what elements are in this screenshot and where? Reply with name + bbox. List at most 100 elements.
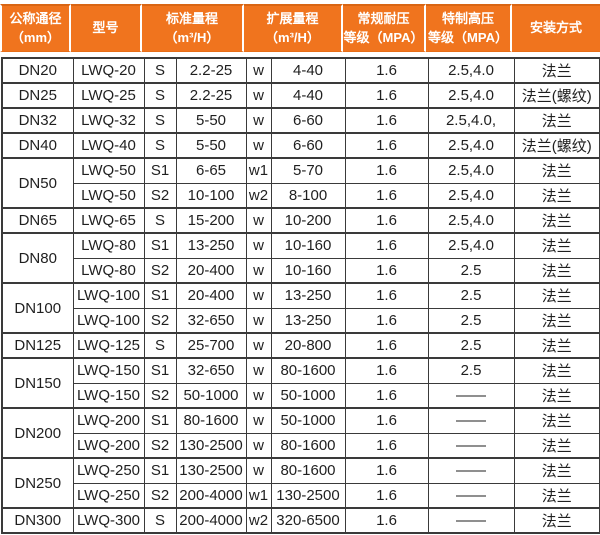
- dn-cell: DN25: [1, 82, 74, 109]
- standard-class-cell: S1: [143, 282, 177, 309]
- standard-range-cell: 50-1000: [175, 382, 247, 409]
- dn-cell: DN65: [1, 207, 74, 234]
- normal-pressure-cell: 1.6: [344, 182, 429, 209]
- spec-table-body: DN20 LWQ-20 S 2.2-25 w 4-40 1.6 2.5,4.0 法兰 DN25 LW…: [1, 57, 600, 534]
- model-cell: LWQ-150: [72, 382, 145, 409]
- extended-class-cell: w: [245, 107, 272, 134]
- extended-class-cell: w: [245, 382, 272, 409]
- table-row: DN65 LWQ-65 S 15-200 w 10-200 1.6 2.5,4.0 法兰: [1, 207, 600, 234]
- standard-range-cell: 130-2500: [175, 457, 247, 484]
- install-cell: 法兰: [513, 507, 600, 534]
- model-cell: LWQ-50: [72, 157, 145, 184]
- standard-range-cell: 2.2-25: [175, 82, 247, 109]
- install-cell: 法兰: [513, 182, 600, 209]
- header-nominal-diameter: 公称通径 （mm）: [0, 4, 71, 52]
- install-cell: 法兰(螺纹): [513, 82, 600, 109]
- dn-cell: DN40: [1, 132, 74, 159]
- standard-class-cell: S1: [143, 357, 177, 384]
- extended-range-cell: 6-60: [270, 132, 346, 159]
- extended-range-cell: 13-250: [270, 282, 346, 309]
- model-cell: LWQ-80: [72, 257, 145, 284]
- extended-class-cell: w: [245, 432, 272, 459]
- standard-range-cell: 5-50: [175, 107, 247, 134]
- dn-cell: DN300: [1, 507, 74, 534]
- standard-class-cell: S1: [143, 457, 177, 484]
- extended-class-cell: w: [245, 232, 272, 259]
- extended-range-cell: 10-160: [270, 257, 346, 284]
- standard-range-cell: 200-4000: [175, 482, 247, 509]
- standard-range-cell: 10-100: [175, 182, 247, 209]
- normal-pressure-cell: 1.6: [344, 107, 429, 134]
- extended-class-cell: w: [245, 357, 272, 384]
- header-model: 型号: [71, 4, 142, 52]
- standard-range-cell: 6-65: [175, 157, 247, 184]
- special-pressure-cell: 2.5,4.0: [427, 157, 515, 184]
- table-row: DN32 LWQ-32 S 5-50 w 6-60 1.6 2.5,4.0, 法兰: [1, 107, 600, 134]
- install-cell: 法兰: [513, 257, 600, 284]
- extended-range-cell: 8-100: [270, 182, 346, 209]
- special-pressure-cell: 2.5,4.0: [427, 132, 515, 159]
- extended-range-cell: 80-1600: [270, 457, 346, 484]
- standard-range-cell: 20-400: [175, 257, 247, 284]
- extended-class-cell: w2: [245, 182, 272, 209]
- dn-cell: DN20: [1, 57, 74, 84]
- install-cell: 法兰: [513, 332, 600, 359]
- dn-cell: DN125: [1, 332, 74, 359]
- normal-pressure-cell: 1.6: [344, 407, 429, 434]
- table-row: DN100 LWQ-100 S1 20-400 w 13-250 1.6 2.5 法兰: [1, 282, 600, 334]
- special-pressure-cell: 2.5,4.0: [427, 57, 515, 84]
- special-pressure-cell: 2.5: [427, 257, 515, 284]
- normal-pressure-cell: 1.6: [344, 82, 429, 109]
- special-pressure-cell: 2.5,4.0: [427, 82, 515, 109]
- install-cell: 法兰: [513, 207, 600, 234]
- special-pressure-cell: 2.5,4.0: [427, 232, 515, 259]
- table-row: DN20 LWQ-20 S 2.2-25 w 4-40 1.6 2.5,4.0 法兰: [1, 57, 600, 84]
- table-row: DN80 LWQ-80 S1 13-250 w 10-160 1.6 2.5,4.0 法兰: [1, 232, 600, 284]
- normal-pressure-cell: 1.6: [344, 282, 429, 309]
- standard-class-cell: S1: [143, 232, 177, 259]
- extended-class-cell: w2: [245, 507, 272, 534]
- model-cell: LWQ-25: [72, 82, 145, 109]
- extended-class-cell: w: [245, 257, 272, 284]
- extended-class-cell: w1: [245, 157, 272, 184]
- special-pressure-cell: 2.5: [427, 357, 515, 384]
- standard-class-cell: S: [143, 207, 177, 234]
- standard-class-cell: S: [143, 107, 177, 134]
- extended-class-cell: w: [245, 282, 272, 309]
- standard-range-cell: 13-250: [175, 232, 247, 259]
- extended-class-cell: w: [245, 82, 272, 109]
- extended-class-cell: w: [245, 332, 272, 359]
- dn-cell: DN250: [1, 457, 74, 509]
- model-cell: LWQ-200: [72, 432, 145, 459]
- install-cell: 法兰: [513, 382, 600, 409]
- standard-range-cell: 130-2500: [175, 432, 247, 459]
- header-installation: 安装方式: [512, 4, 600, 52]
- extended-range-cell: 130-2500: [270, 482, 346, 509]
- install-cell: 法兰: [513, 232, 600, 259]
- extended-class-cell: w: [245, 457, 272, 484]
- normal-pressure-cell: 1.6: [344, 507, 429, 534]
- model-cell: LWQ-200: [72, 407, 145, 434]
- standard-class-cell: S: [143, 507, 177, 534]
- install-cell: 法兰: [513, 407, 600, 434]
- special-pressure-cell: ——: [427, 507, 515, 534]
- special-pressure-cell: 2.5,4.0,: [427, 107, 515, 134]
- standard-class-cell: S2: [143, 382, 177, 409]
- extended-range-cell: 13-250: [270, 307, 346, 334]
- standard-class-cell: S1: [143, 157, 177, 184]
- standard-class-cell: S: [143, 132, 177, 159]
- install-cell: 法兰: [513, 357, 600, 384]
- normal-pressure-cell: 1.6: [344, 307, 429, 334]
- install-cell: 法兰: [513, 57, 600, 84]
- table-row: LWQ-80 S2 20-400 w 10-160 1.6 2.5 法兰: [2, 257, 600, 284]
- extended-range-cell: 10-200: [270, 207, 346, 234]
- standard-class-cell: S1: [143, 407, 177, 434]
- model-cell: LWQ-150: [72, 357, 145, 384]
- special-pressure-cell: 2.5: [427, 282, 515, 309]
- install-cell: 法兰(螺纹): [513, 132, 600, 159]
- standard-class-cell: S: [143, 332, 177, 359]
- standard-range-cell: 200-4000: [175, 507, 247, 534]
- extended-class-cell: w: [245, 307, 272, 334]
- extended-class-cell: w: [245, 207, 272, 234]
